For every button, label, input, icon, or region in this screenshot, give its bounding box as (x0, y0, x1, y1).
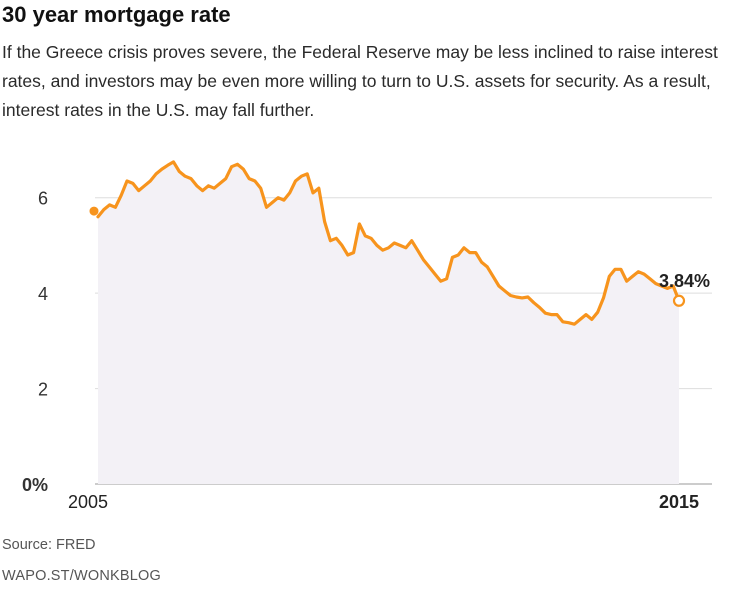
y-tick-label: 0% (22, 475, 48, 495)
y-tick-label: 6 (38, 189, 48, 209)
y-tick-label: 2 (38, 380, 48, 400)
y-tick-label: 4 (38, 284, 48, 304)
credit-note: WAPO.ST/WONKBLOG (2, 568, 161, 584)
end-marker (672, 294, 686, 307)
line-chart: 0% 2 4 6 2005 2015 3.84% (22, 160, 712, 512)
chart-title: 30 year mortgage rate (2, 2, 231, 27)
source-note: Source: FRED (2, 537, 96, 553)
chart-subtitle: If the Greece crisis proves severe, the … (2, 42, 718, 120)
start-marker (89, 206, 99, 216)
x-tick-label: 2005 (68, 492, 108, 512)
series-line (96, 160, 681, 326)
x-tick-label: 2015 (659, 492, 699, 512)
area-fill (98, 161, 679, 484)
end-value-label: 3.84% (659, 271, 710, 291)
